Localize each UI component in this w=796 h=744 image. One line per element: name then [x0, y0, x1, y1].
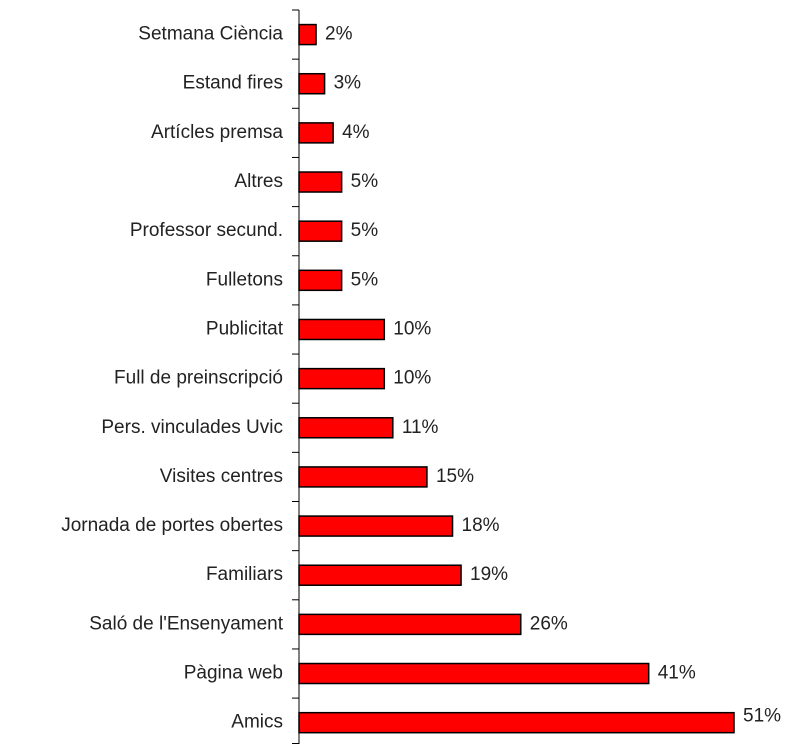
- category-label: Pers. vinculades Uvic: [101, 417, 283, 438]
- value-label: 51%: [743, 706, 781, 727]
- category-label: Pàgina web: [184, 663, 283, 684]
- bar: [298, 367, 386, 390]
- bar: [298, 72, 326, 95]
- value-label: 3%: [334, 73, 362, 94]
- value-label: 19%: [470, 564, 508, 585]
- bar: [298, 23, 317, 46]
- value-label: 10%: [393, 318, 431, 339]
- bar: [298, 318, 386, 341]
- value-label: 18%: [462, 515, 500, 536]
- category-label: Altres: [234, 171, 283, 192]
- bar: [298, 613, 522, 636]
- category-label: Visites centres: [160, 466, 283, 487]
- category-label: Saló de l'Ensenyament: [89, 613, 283, 634]
- bar: [298, 417, 394, 439]
- value-label: 2%: [325, 24, 353, 45]
- bar: [298, 220, 343, 242]
- bar: [298, 564, 462, 586]
- category-label: Estand fires: [183, 73, 283, 94]
- value-label: 26%: [530, 613, 568, 634]
- category-label: Professor secund.: [130, 220, 283, 241]
- value-label: 5%: [351, 269, 379, 290]
- value-label: 5%: [351, 220, 379, 241]
- value-label: 15%: [436, 466, 474, 487]
- bar: [298, 466, 428, 488]
- bar: [298, 515, 454, 537]
- value-label: 4%: [342, 122, 370, 143]
- category-label: Jornada de portes obertes: [61, 515, 283, 536]
- bar: [298, 662, 650, 685]
- bar: [298, 122, 334, 144]
- value-label: 5%: [351, 171, 379, 192]
- category-label: Amics: [231, 712, 283, 733]
- bar: [298, 711, 735, 734]
- category-label: Fulletons: [206, 269, 283, 290]
- value-label: 41%: [658, 663, 696, 684]
- category-label: Artícles premsa: [151, 122, 283, 143]
- value-label: 11%: [402, 417, 439, 438]
- category-label: Full de preinscripció: [114, 368, 283, 389]
- bar: [298, 269, 343, 292]
- value-label: 10%: [393, 368, 431, 389]
- category-label: Setmana Ciència: [138, 24, 283, 45]
- category-label: Publicitat: [206, 318, 284, 339]
- bar: [298, 171, 343, 193]
- category-label: Familiars: [206, 564, 283, 585]
